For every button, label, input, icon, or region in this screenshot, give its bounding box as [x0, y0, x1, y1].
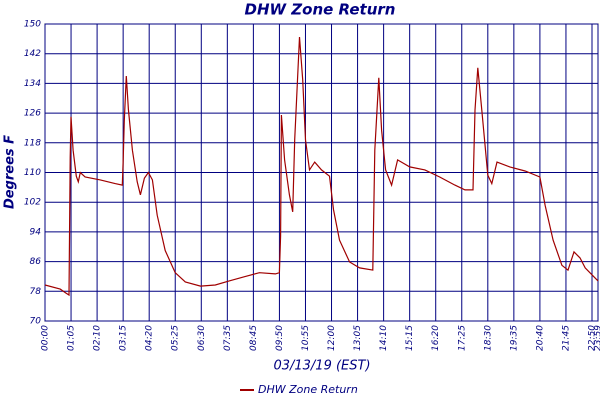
x-axis-label: 03/13/19 (EST) [273, 359, 370, 374]
x-tick-label: 20:40 [535, 325, 545, 351]
y-tick-label: 150 [24, 20, 41, 30]
x-tick-label: 03:15 [119, 325, 129, 351]
x-tick-label: 18:30 [483, 325, 493, 351]
data-line [44, 36, 599, 297]
x-tick-label: 12:00 [327, 325, 337, 351]
x-tick-label: 19:35 [509, 325, 519, 351]
x-tick-label: 15:15 [405, 325, 415, 351]
x-tick-label: 14:10 [379, 325, 389, 351]
x-tick-label: 09:50 [275, 325, 285, 351]
chart-title: DHW Zone Return [245, 1, 396, 19]
y-tick-label: 134 [24, 79, 41, 89]
legend-label: DHW Zone Return [258, 383, 358, 396]
x-tick-label: 23:59 [594, 325, 600, 351]
x-tick-label: 05:25 [171, 325, 181, 351]
x-tick-label: 01:05 [67, 325, 77, 351]
y-tick-label: 126 [24, 109, 41, 119]
y-tick-label: 86 [30, 257, 42, 267]
x-tick-label: 06:30 [197, 325, 207, 351]
y-tick-label: 94 [30, 227, 42, 237]
y-tick-label: 78 [30, 287, 42, 297]
x-tick-label: 10:55 [301, 325, 311, 351]
y-tick-label: 70 [30, 317, 42, 327]
x-tick-label: 16:20 [431, 325, 441, 351]
x-tick-label: 08:45 [249, 325, 259, 351]
x-tick-label: 00:00 [41, 325, 51, 351]
y-tick-label: 102 [24, 198, 41, 208]
y-tick-label: 142 [24, 49, 41, 59]
y-tick-label: 110 [24, 168, 41, 178]
x-tick-label: 22:50 [588, 325, 598, 351]
x-tick-label: 13:05 [353, 325, 363, 351]
x-tick-label: 07:35 [223, 325, 233, 351]
x-tick-label: 04:20 [145, 325, 155, 351]
y-tick-label: 118 [24, 138, 41, 148]
y-axis-label: Degrees F [3, 135, 18, 209]
x-tick-label: 17:25 [457, 325, 467, 351]
x-tick-label: 02:10 [93, 325, 103, 351]
x-tick-label: 21:45 [561, 325, 571, 351]
